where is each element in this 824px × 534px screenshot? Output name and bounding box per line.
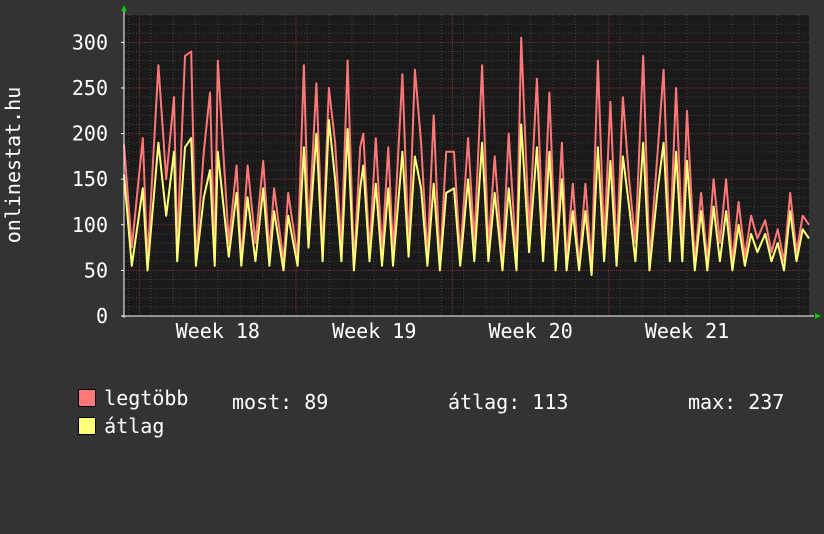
y-tick-label: 250 bbox=[72, 76, 108, 100]
y-axis-label: onlinestat.hu bbox=[1, 87, 25, 244]
legend-row-avg: átlag most: 89 átlag: 113 max: 237 bbox=[30, 390, 810, 438]
chart-plot: 0 50 100 150 200 250 300 Week 18 Week 19 Week 20… bbox=[1, 5, 821, 340]
x-tick-labels: Week 18 Week 19 Week 20 Week 21 bbox=[176, 319, 729, 340]
x-tick-label: Week 20 bbox=[488, 319, 572, 340]
legend-label-avg: átlag bbox=[104, 414, 165, 438]
y-tick-label: 100 bbox=[72, 213, 108, 237]
legend-swatch-avg bbox=[78, 417, 97, 435]
y-axis-arrow bbox=[121, 5, 127, 11]
y-tick-label: 150 bbox=[72, 167, 108, 191]
stat-now: most: 89 bbox=[232, 390, 329, 414]
series-layer bbox=[123, 36, 810, 276]
series-line-1 bbox=[123, 118, 810, 276]
legend-row-max: legtöbb bbox=[30, 362, 188, 410]
stat-avg: átlag: 113 bbox=[448, 390, 569, 414]
legend-label-max: legtöbb bbox=[104, 386, 189, 410]
x-axis-arrow bbox=[815, 313, 821, 319]
y-tick-label: 0 bbox=[96, 304, 108, 328]
x-tick-label: Week 18 bbox=[176, 319, 260, 340]
stat-max: max: 237 bbox=[688, 390, 785, 414]
chart-image: 0 50 100 150 200 250 300 Week 18 Week 19 Week 20… bbox=[1, 5, 821, 438]
legend-swatch-max bbox=[78, 389, 97, 407]
y-tick-labels: 0 50 100 150 200 250 300 bbox=[72, 30, 108, 328]
series-line-0 bbox=[123, 36, 810, 267]
y-tick-label: 200 bbox=[72, 122, 108, 146]
y-tick-label: 300 bbox=[72, 30, 108, 54]
x-tick-label: Week 19 bbox=[332, 319, 416, 340]
x-tick-label: Week 21 bbox=[645, 319, 729, 340]
y-tick-label: 50 bbox=[84, 258, 108, 282]
axes bbox=[121, 5, 821, 319]
